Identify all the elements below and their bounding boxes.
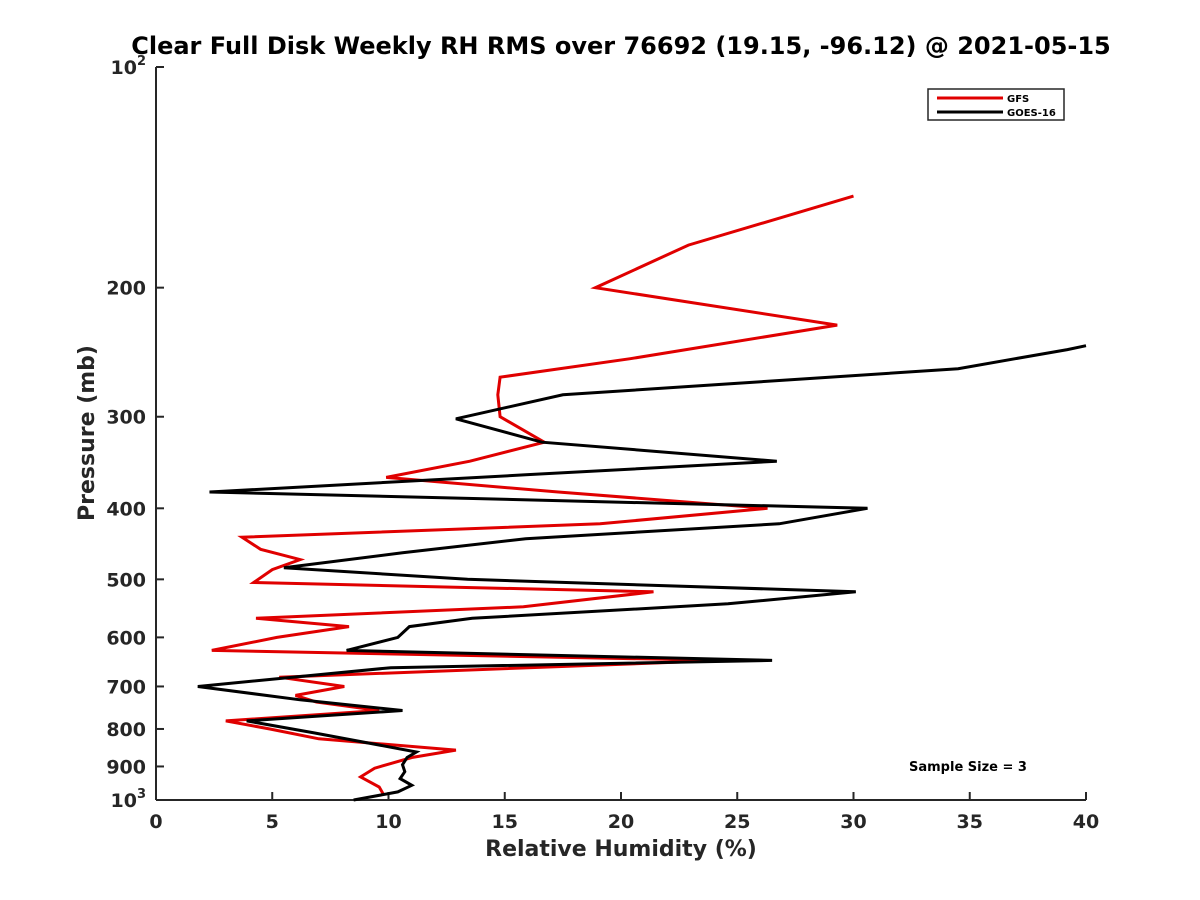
legend: GFS GOES-16 — [927, 88, 1065, 121]
x-tick-label: 15 — [492, 811, 518, 833]
x-tick-label: 25 — [724, 811, 750, 833]
y-tick-label: 300 — [106, 407, 146, 429]
y-tick-label: 400 — [106, 498, 146, 520]
y-tick-label: 200 — [106, 278, 146, 300]
y-tick-label: 900 — [106, 756, 146, 778]
sample-size-annotation: Sample Size = 3 — [909, 760, 1027, 775]
x-tick-label: 10 — [375, 811, 401, 833]
series-line-gfs — [211, 194, 854, 796]
y-tick-label: 600 — [106, 627, 146, 649]
y-axis-label: Pressure (mb) — [75, 345, 100, 521]
x-tick-label: 30 — [840, 811, 866, 833]
x-tick-label: 0 — [149, 811, 162, 833]
x-axis-ticks: 0 5 10 15 20 25 30 35 40 — [149, 792, 1099, 833]
x-tick-label: 20 — [608, 811, 634, 833]
y-tick-label: 102 — [111, 54, 147, 79]
legend-label-gfs: GFS — [1007, 94, 1029, 105]
y-axis-ticks: 102 200 300 400 500 600 700 800 900 103 — [106, 54, 164, 812]
x-tick-label: 5 — [266, 811, 279, 833]
chart-title: Clear Full Disk Weekly RH RMS over 76692… — [131, 32, 1111, 60]
y-tick-label: 800 — [106, 719, 146, 741]
x-axis-label: Relative Humidity (%) — [485, 837, 757, 862]
x-tick-label: 35 — [957, 811, 983, 833]
x-tick-label: 40 — [1073, 811, 1099, 833]
series-layer — [197, 194, 1087, 802]
y-tick-label: 103 — [111, 787, 147, 812]
y-tick-label: 500 — [106, 569, 146, 591]
plot-area: 0 5 10 15 20 25 30 35 40 102 200 300 400 500 600 700 80… — [106, 54, 1099, 833]
legend-box — [927, 88, 1065, 121]
series-line-goes-16 — [197, 344, 1087, 802]
y-tick-label: 700 — [106, 676, 146, 698]
legend-label-goes-16: GOES-16 — [1007, 108, 1056, 119]
